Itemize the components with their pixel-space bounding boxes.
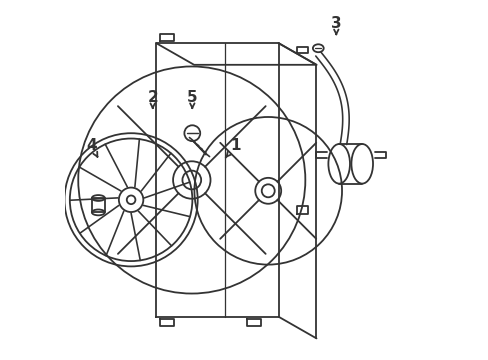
Text: 5: 5	[186, 90, 197, 108]
Text: 4: 4	[86, 138, 97, 157]
Text: 1: 1	[225, 138, 240, 158]
Text: 2: 2	[147, 90, 158, 108]
Text: 3: 3	[330, 16, 341, 34]
